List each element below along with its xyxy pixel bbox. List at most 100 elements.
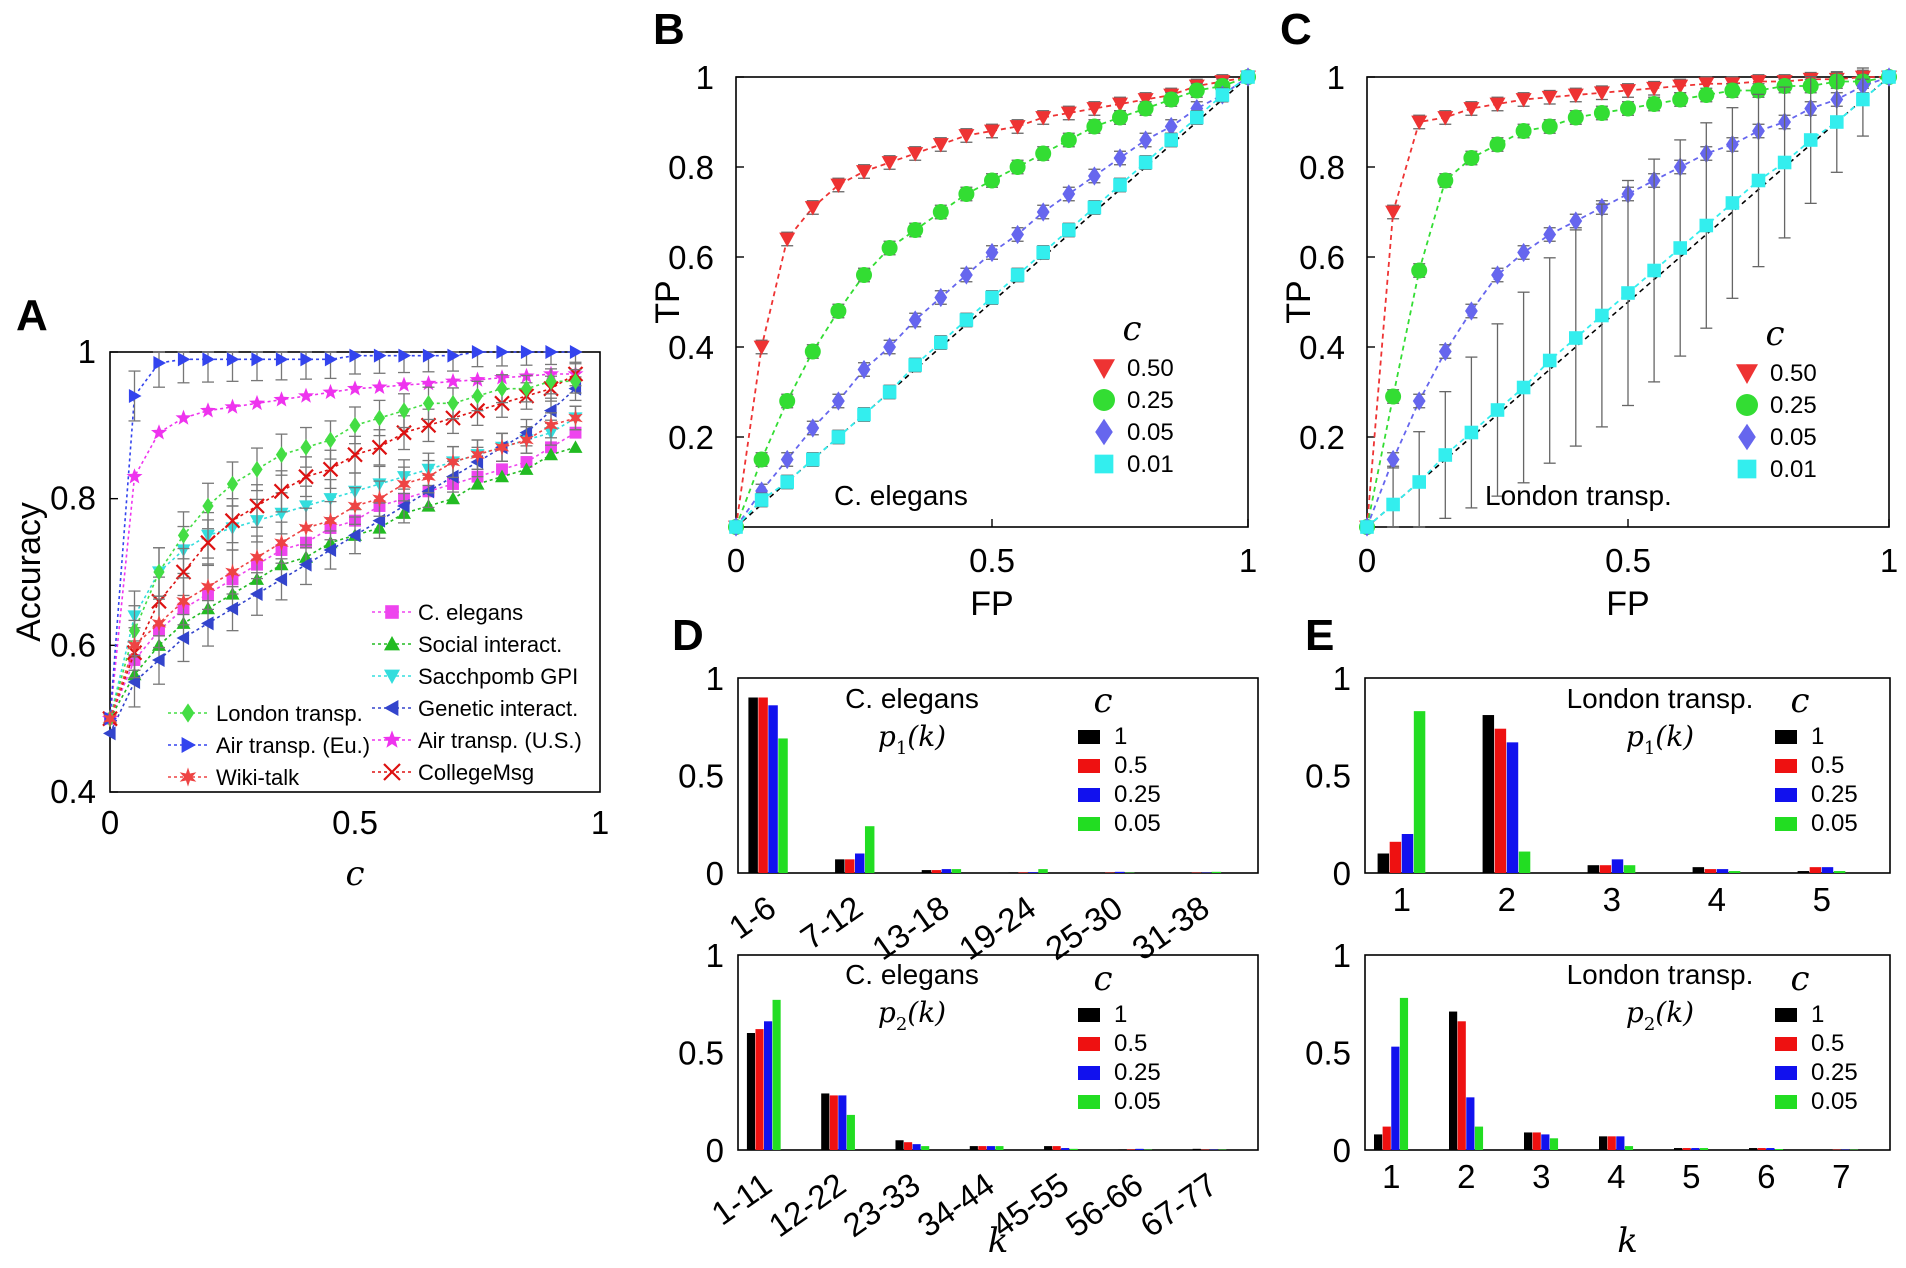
data-point bbox=[545, 345, 558, 359]
panel-d2-xlabel: k bbox=[988, 1221, 1009, 1261]
data-point bbox=[780, 475, 794, 489]
bar-1-1 bbox=[1374, 1134, 1383, 1150]
data-point bbox=[446, 491, 460, 505]
data-point bbox=[275, 352, 289, 367]
legend-item-air-transp-eu: Air transp. (Eu.) bbox=[168, 733, 370, 758]
data-point bbox=[1569, 211, 1583, 231]
data-point bbox=[1215, 88, 1230, 102]
legend-swatch bbox=[1078, 1095, 1100, 1109]
data-point bbox=[569, 345, 583, 359]
bar-5-1 bbox=[1797, 871, 1810, 873]
legend-label: 0.01 bbox=[1127, 451, 1174, 478]
legend-item-0-25: 0.25 bbox=[1775, 1059, 1858, 1086]
panel-a-ytick: 0.8 bbox=[50, 480, 96, 517]
data-point bbox=[1516, 380, 1531, 395]
data-point bbox=[175, 564, 192, 580]
data-point bbox=[420, 375, 437, 391]
legend-label: London transp. bbox=[216, 701, 363, 726]
data-point bbox=[1190, 110, 1204, 125]
data-point bbox=[446, 469, 459, 484]
data-point bbox=[520, 380, 533, 398]
bar-6-0-05 bbox=[1774, 1149, 1784, 1150]
panel-label-d: D bbox=[672, 611, 704, 660]
legend-item-c-elegans: C. elegans bbox=[372, 600, 523, 625]
data-point bbox=[1188, 82, 1205, 99]
data-point bbox=[322, 461, 339, 478]
legend-marker bbox=[1737, 459, 1757, 479]
data-point bbox=[176, 631, 190, 645]
data-point bbox=[984, 124, 1000, 139]
bar-25-30-0-25 bbox=[1115, 871, 1125, 873]
data-point bbox=[152, 653, 165, 667]
bar-3-0-25 bbox=[1611, 859, 1624, 873]
data-point bbox=[298, 387, 314, 403]
data-point bbox=[1776, 78, 1793, 94]
panel-a-ytick: 0.4 bbox=[50, 773, 96, 810]
data-point bbox=[960, 265, 973, 285]
panel-e1-legend-title: c bbox=[1790, 681, 1809, 721]
data-point bbox=[568, 409, 583, 427]
panel-e1-xtick: 5 bbox=[1813, 881, 1831, 918]
legend-item-0-25: 0.25 bbox=[1736, 392, 1817, 419]
data-point bbox=[469, 371, 486, 387]
panel-e2-ytick: 0 bbox=[1333, 1132, 1351, 1169]
legend-swatch bbox=[1775, 759, 1797, 773]
data-point bbox=[753, 340, 770, 355]
legend-swatch bbox=[1078, 788, 1100, 802]
panel-e2-xlabel: k bbox=[1617, 1221, 1638, 1261]
legend-item-0-05: 0.05 bbox=[1738, 423, 1817, 451]
panel-c-series-0-01 bbox=[1360, 67, 1896, 534]
data-point bbox=[421, 484, 435, 499]
data-point bbox=[324, 352, 338, 367]
data-point bbox=[225, 563, 240, 581]
data-point bbox=[496, 380, 508, 398]
data-point bbox=[754, 493, 769, 507]
data-point bbox=[1673, 241, 1687, 255]
panel-b-ytick: 0.2 bbox=[668, 419, 714, 456]
legend-item-air-transp-u-s: Air transp. (U.S.) bbox=[372, 728, 582, 753]
data-point bbox=[274, 534, 289, 552]
legend-label: 0.25 bbox=[1127, 387, 1174, 414]
data-point bbox=[958, 186, 975, 202]
panel-c-ytick: 1 bbox=[1327, 59, 1345, 96]
bar-1-0-05 bbox=[1413, 711, 1426, 873]
data-point bbox=[1438, 341, 1452, 362]
data-point bbox=[126, 468, 143, 484]
data-point bbox=[1646, 81, 1663, 97]
panel-e1-annotation: London transp. p1(k) bbox=[1567, 683, 1754, 759]
data-point bbox=[1593, 86, 1610, 101]
data-point bbox=[275, 446, 288, 464]
data-point bbox=[1567, 88, 1584, 103]
data-point bbox=[1464, 425, 1479, 440]
data-point bbox=[1137, 100, 1154, 117]
panel-c-xlabel: FP bbox=[1606, 585, 1649, 623]
panel-a-ylabel: Accuracy bbox=[10, 502, 48, 642]
legend-label: 0.25 bbox=[1770, 392, 1817, 419]
bar-5-1 bbox=[1674, 1148, 1683, 1150]
bar-7-12-0-05 bbox=[864, 826, 875, 873]
bar-2-0-05 bbox=[1518, 851, 1531, 873]
legend-item-0-05: 0.05 bbox=[1078, 810, 1161, 837]
panel-b: 0.2 0.4 0.6 0.8 1 0 0.5 1 FP TP C. elegans c 0.50 0.2… bbox=[649, 59, 1257, 623]
bar-3-0-25 bbox=[1541, 1134, 1550, 1150]
data-point bbox=[396, 376, 412, 392]
data-point bbox=[445, 372, 461, 389]
legend-marker bbox=[382, 730, 402, 748]
panel-d2-ytick: 1 bbox=[706, 937, 724, 974]
distribution-symbol: p bbox=[1626, 996, 1644, 1029]
data-point bbox=[1385, 205, 1402, 220]
panel-c: 0.2 0.4 0.6 0.8 1 0 0.5 1 FP TP London transp. c 0.5… bbox=[1280, 59, 1898, 623]
panel-d2-xtick: 23-33 bbox=[836, 1165, 926, 1244]
legend-label: 0.50 bbox=[1127, 355, 1174, 382]
legend-label: 0.05 bbox=[1114, 810, 1161, 837]
bar-4-0-25 bbox=[1616, 1136, 1625, 1150]
data-point bbox=[1139, 130, 1152, 150]
legend-marker bbox=[1736, 364, 1758, 384]
data-point bbox=[496, 463, 508, 476]
legend-item-london-transp: London transp. bbox=[168, 701, 363, 726]
bar-2-0-25 bbox=[1466, 1097, 1475, 1150]
panel-e2-xtick: 4 bbox=[1607, 1158, 1625, 1195]
data-point bbox=[985, 242, 999, 263]
bar-4-0-05 bbox=[1624, 1146, 1634, 1150]
